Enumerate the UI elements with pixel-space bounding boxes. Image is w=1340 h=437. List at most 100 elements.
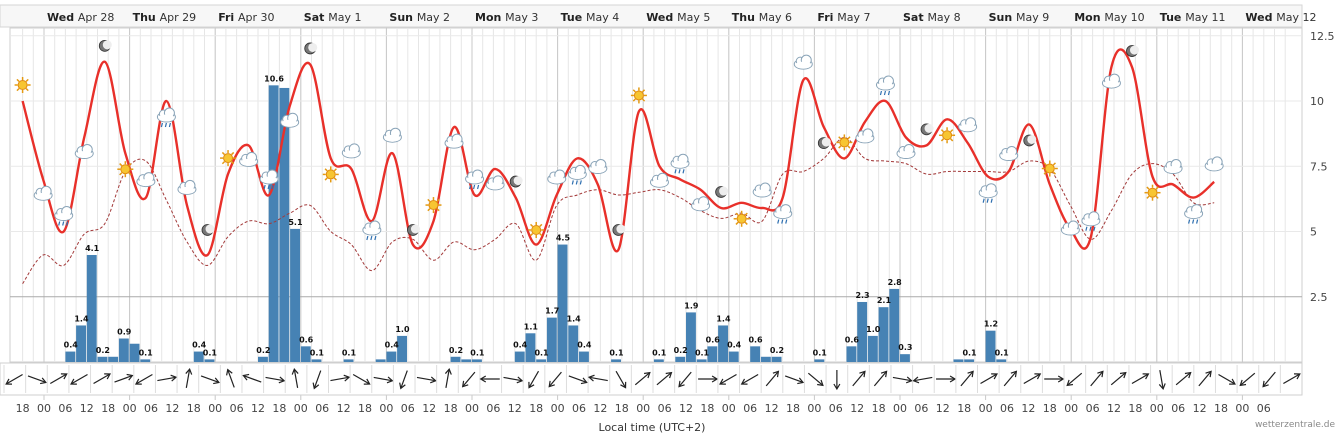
wind-head [1066, 379, 1074, 387]
day-of-week: Mon [1074, 11, 1104, 24]
precip-bar [653, 359, 664, 362]
precip-label: 10.6 [264, 74, 284, 83]
precip-bar [686, 312, 696, 362]
sun-disc [531, 225, 542, 235]
cloud-fill [692, 203, 709, 211]
sun-ray [847, 145, 851, 149]
sun-ray [119, 172, 123, 176]
wind-shaft [416, 376, 435, 382]
precip-label: 0.2 [674, 346, 688, 355]
wind-shaft [293, 370, 299, 388]
wind-shaft [852, 371, 865, 387]
wind-shaft [227, 370, 235, 388]
sun-disc [120, 164, 131, 175]
x-tick-label: 18 [529, 402, 543, 415]
wind-shaft [314, 370, 322, 388]
x-tick-label: 00 [1150, 402, 1164, 415]
precip-bar [718, 325, 728, 362]
day-of-week: Thu [133, 11, 160, 24]
x-tick-label: 06 [914, 402, 928, 415]
wind-arrow-icon [960, 370, 974, 387]
rain-drop [785, 219, 788, 224]
sun-ray [1146, 186, 1150, 190]
x-tick-label: 00 [551, 402, 565, 415]
wind-arrow-icon [719, 373, 737, 385]
moon-light [308, 42, 318, 52]
wind-arrow-icon [373, 376, 394, 384]
wind-arrow-icon [1023, 373, 1042, 385]
x-tick-label: 06 [230, 402, 244, 415]
precip-label: 1.4 [716, 314, 731, 323]
precip-bar [65, 351, 76, 362]
wind-arrow-icon [1283, 373, 1301, 385]
wind-head [1034, 373, 1042, 380]
x-tick-label: 00 [1064, 402, 1078, 415]
x-tick-label: 00 [979, 402, 993, 415]
wind-shaft [503, 376, 522, 382]
wind-shaft [114, 375, 132, 383]
wind-head [5, 378, 12, 385]
cloud-icon [136, 172, 156, 188]
precip-bar [696, 359, 707, 362]
day-date: Apr 29 [160, 11, 197, 24]
sun-ray [1155, 195, 1159, 199]
wind-shaft [549, 371, 562, 387]
wind-head [226, 368, 233, 376]
rain-drop [164, 122, 167, 128]
day-date: May 9 [1016, 11, 1049, 24]
day-label-12: Mon May 10 [1074, 11, 1144, 24]
rain-drop [887, 90, 891, 96]
wind-shaft [980, 373, 997, 385]
wind-arrow-icon [740, 373, 759, 385]
rain-drop [1085, 226, 1088, 231]
time-axis: 18 00 06 12 18 00 06 12 18 00 06 12 18 00 06 12 18 00 06 12… [16, 402, 1271, 415]
wind-head [386, 376, 394, 384]
cloud-icon [752, 182, 772, 198]
wind-arrow-icon [1218, 373, 1236, 385]
day-date: May 1 [328, 11, 361, 24]
wind-arrow-icon [1090, 370, 1104, 387]
wind-arrow-icon [5, 373, 23, 385]
day-label-9: Fri May 7 [817, 11, 870, 24]
precip-label: 0.4 [192, 341, 207, 350]
day-label-4: Sun May 2 [389, 11, 450, 24]
sun-disc [839, 137, 850, 148]
wind-arrow-icon [134, 373, 153, 385]
wind-shaft [1240, 372, 1256, 386]
cloud-fill [1165, 166, 1182, 174]
cloud-fill [35, 192, 52, 200]
wind-arrow-row [0, 362, 1303, 396]
day-date: May 2 [417, 11, 450, 24]
wind-head [643, 371, 651, 379]
wind-head [430, 376, 437, 384]
sun-ray [333, 168, 337, 172]
precip-label: 0.6 [845, 335, 860, 344]
precip-bar [97, 356, 108, 362]
wind-arrow-icon [503, 376, 524, 384]
sun-disc [223, 153, 234, 164]
x-tick-label: 18 [700, 402, 714, 415]
rain-drop [476, 184, 480, 190]
wind-head [343, 374, 351, 382]
precip-bar [889, 288, 900, 362]
wind-arrow-icon [1198, 370, 1212, 387]
cloud-icon [74, 144, 94, 160]
cloud-fill [466, 176, 483, 184]
sun-icon [939, 127, 956, 144]
wind-head [967, 370, 974, 378]
wind-shaft [1175, 372, 1191, 386]
precip-bar [397, 335, 407, 362]
sun-ray [221, 151, 226, 156]
sun-ray [838, 145, 842, 149]
moon-icon [1023, 134, 1037, 147]
wind-row-bg [0, 362, 1303, 396]
sun-ray [1146, 195, 1150, 199]
sun-icon [14, 77, 31, 93]
day-of-week: Fri [817, 11, 837, 24]
wind-arrow-icon [980, 373, 998, 385]
precipitation-bars [65, 85, 1007, 362]
moon-light [821, 137, 831, 147]
cloud-fill [487, 182, 504, 190]
rain-drop [160, 122, 163, 128]
